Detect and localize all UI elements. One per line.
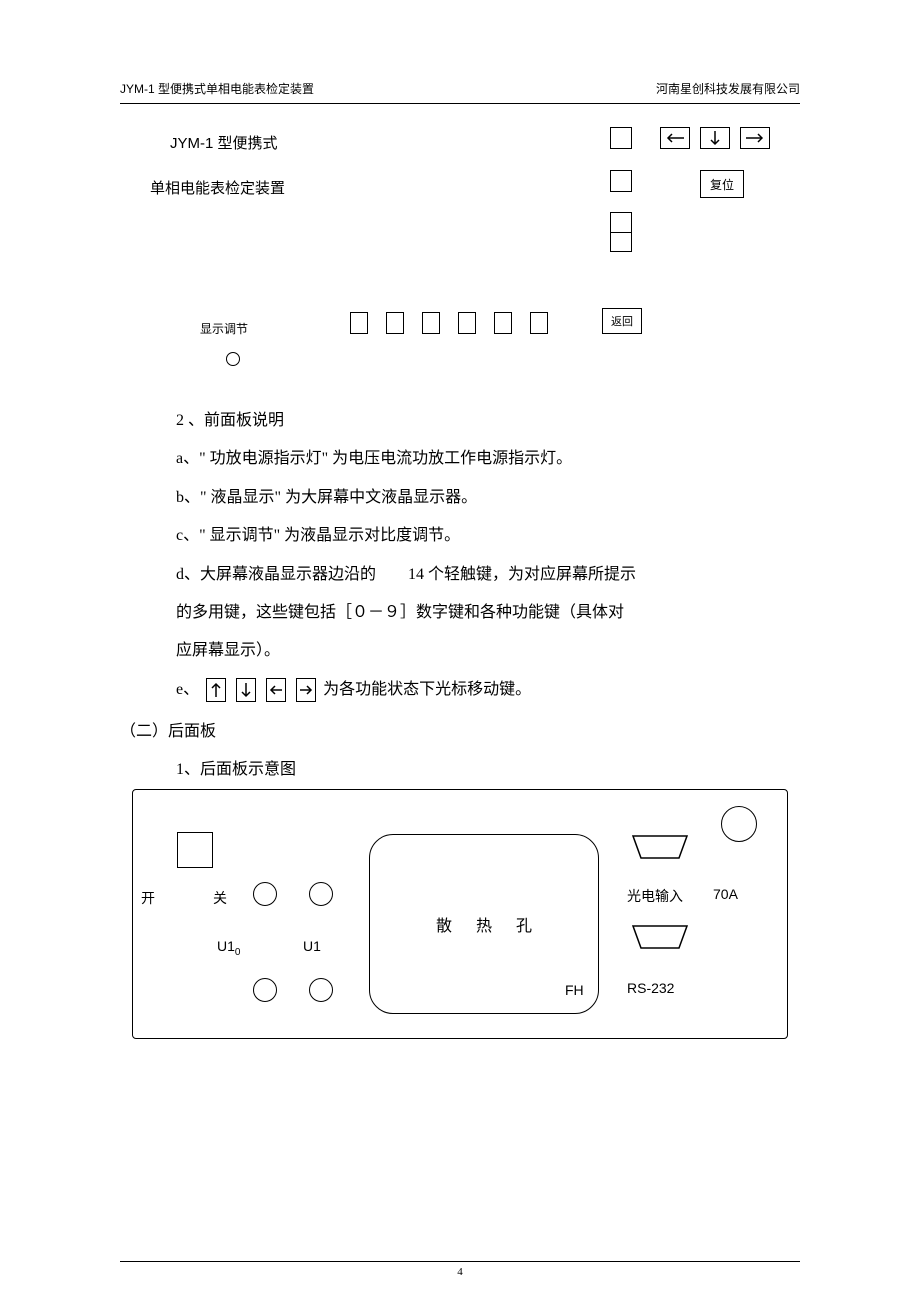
footer-divider (120, 1261, 800, 1262)
display-adjust-label: 显示调节 (200, 320, 248, 337)
power-switch-box (177, 832, 213, 868)
item-b: b、" 液晶显示" 为大屏幕中文液晶显示器。 (176, 479, 800, 517)
header-divider (120, 103, 800, 104)
terminal-c3 (253, 978, 277, 1002)
row-key-5 (494, 312, 512, 334)
arrow-right-key (740, 127, 770, 149)
u10-label: U10 (217, 938, 240, 958)
row-key-3 (422, 312, 440, 334)
header-right: 河南星创科技发展有限公司 (656, 80, 800, 97)
item-d-2: 的多用键，这些键包括［０－９］数字键和各种功能键（具体对 (176, 594, 800, 632)
section-back-panel-title: （二）后面板 (120, 717, 800, 741)
opto-connector (631, 834, 689, 865)
item-d-1: d、大屏幕液晶显示器边沿的 14 个轻触键，为对应屏幕所提示 (176, 556, 800, 594)
arrow-left-icon (266, 678, 286, 702)
vent-label: 散热孔 (412, 912, 556, 936)
opto-label: 光电输入 (627, 886, 683, 906)
current-label: 70A (713, 886, 738, 902)
page-number: 4 (457, 1266, 463, 1278)
reset-key: 复位 (700, 170, 744, 198)
switch-off-label: 关 (213, 888, 227, 908)
fp-title-line1: JYM-1 型便携式 (170, 132, 278, 153)
item-e: e、 为各功能状态下光标移动键。 (176, 671, 800, 709)
fp-title-line2: 单相电能表检定装置 (150, 177, 285, 198)
arrow-up-icon (206, 678, 226, 702)
arrow-down-key (700, 127, 730, 149)
item-c: c、" 显示调节" 为液晶显示对比度调节。 (176, 517, 800, 555)
row-key-2 (386, 312, 404, 334)
terminal-c2 (309, 882, 333, 906)
fp-key-blank-2 (610, 170, 632, 192)
rs232-label: RS-232 (627, 980, 674, 996)
arrow-down-icon (236, 678, 256, 702)
return-key: 返回 (602, 308, 642, 334)
fp-key-stack-divider (610, 232, 632, 233)
item-e-prefix: e、 (176, 681, 199, 698)
switch-on-label: 开 (141, 888, 155, 908)
u1-label: U1 (303, 938, 321, 954)
fh-label: FH (565, 982, 584, 998)
item-d-3: 应屏幕显示）。 (176, 632, 800, 670)
body-text: 2 、前面板说明 a、" 功放电源指示灯" 为电压电流功放工作电源指示灯。 b、… (120, 402, 800, 709)
arrow-left-key (660, 127, 690, 149)
section-2-title: 2 、前面板说明 (176, 402, 800, 440)
back-panel-subtitle: 1、后面板示意图 (120, 755, 800, 779)
terminal-c4 (309, 978, 333, 1002)
item-a: a、" 功放电源指示灯" 为电压电流功放工作电源指示灯。 (176, 440, 800, 478)
arrow-right-icon (296, 678, 316, 702)
row-key-6 (530, 312, 548, 334)
row-key-1 (350, 312, 368, 334)
big-terminal (721, 806, 757, 842)
display-adjust-knob (226, 352, 240, 366)
terminal-c1 (253, 882, 277, 906)
item-e-suffix: 为各功能状态下光标移动键。 (323, 681, 531, 698)
fp-key-blank-1 (610, 127, 632, 149)
header-left: JYM-1 型便携式单相电能表检定装置 (120, 80, 314, 97)
front-panel-diagram: JYM-1 型便携式 单相电能表检定装置 复位 显示调节 返回 (120, 122, 800, 402)
back-panel-diagram: 开 关 U10 U1 散热孔 FH 光电输入 RS-232 70A (132, 789, 788, 1039)
rs232-connector (631, 924, 689, 955)
row-key-4 (458, 312, 476, 334)
